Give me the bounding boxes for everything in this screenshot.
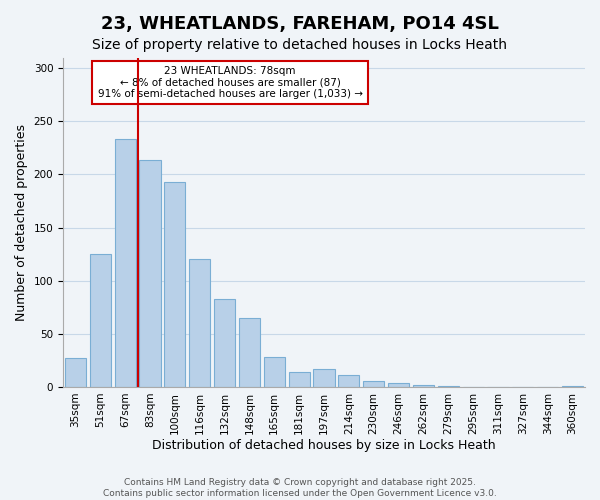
Bar <box>214 298 235 387</box>
Bar <box>438 386 459 387</box>
Bar <box>239 318 260 387</box>
Bar <box>139 160 161 387</box>
Bar <box>289 372 310 387</box>
Bar <box>562 386 583 387</box>
Bar <box>363 380 384 387</box>
Text: 23 WHEATLANDS: 78sqm
← 8% of detached houses are smaller (87)
91% of semi-detach: 23 WHEATLANDS: 78sqm ← 8% of detached ho… <box>98 66 362 99</box>
X-axis label: Distribution of detached houses by size in Locks Heath: Distribution of detached houses by size … <box>152 440 496 452</box>
Text: Contains HM Land Registry data © Crown copyright and database right 2025.
Contai: Contains HM Land Registry data © Crown c… <box>103 478 497 498</box>
Bar <box>164 182 185 387</box>
Text: 23, WHEATLANDS, FAREHAM, PO14 4SL: 23, WHEATLANDS, FAREHAM, PO14 4SL <box>101 15 499 33</box>
Bar <box>338 376 359 387</box>
Text: Size of property relative to detached houses in Locks Heath: Size of property relative to detached ho… <box>92 38 508 52</box>
Bar <box>189 260 210 387</box>
Bar <box>115 140 136 387</box>
Bar <box>264 357 285 387</box>
Bar <box>413 385 434 387</box>
Y-axis label: Number of detached properties: Number of detached properties <box>15 124 28 320</box>
Bar <box>388 382 409 387</box>
Bar <box>65 358 86 387</box>
Bar <box>313 369 335 387</box>
Bar <box>90 254 111 387</box>
